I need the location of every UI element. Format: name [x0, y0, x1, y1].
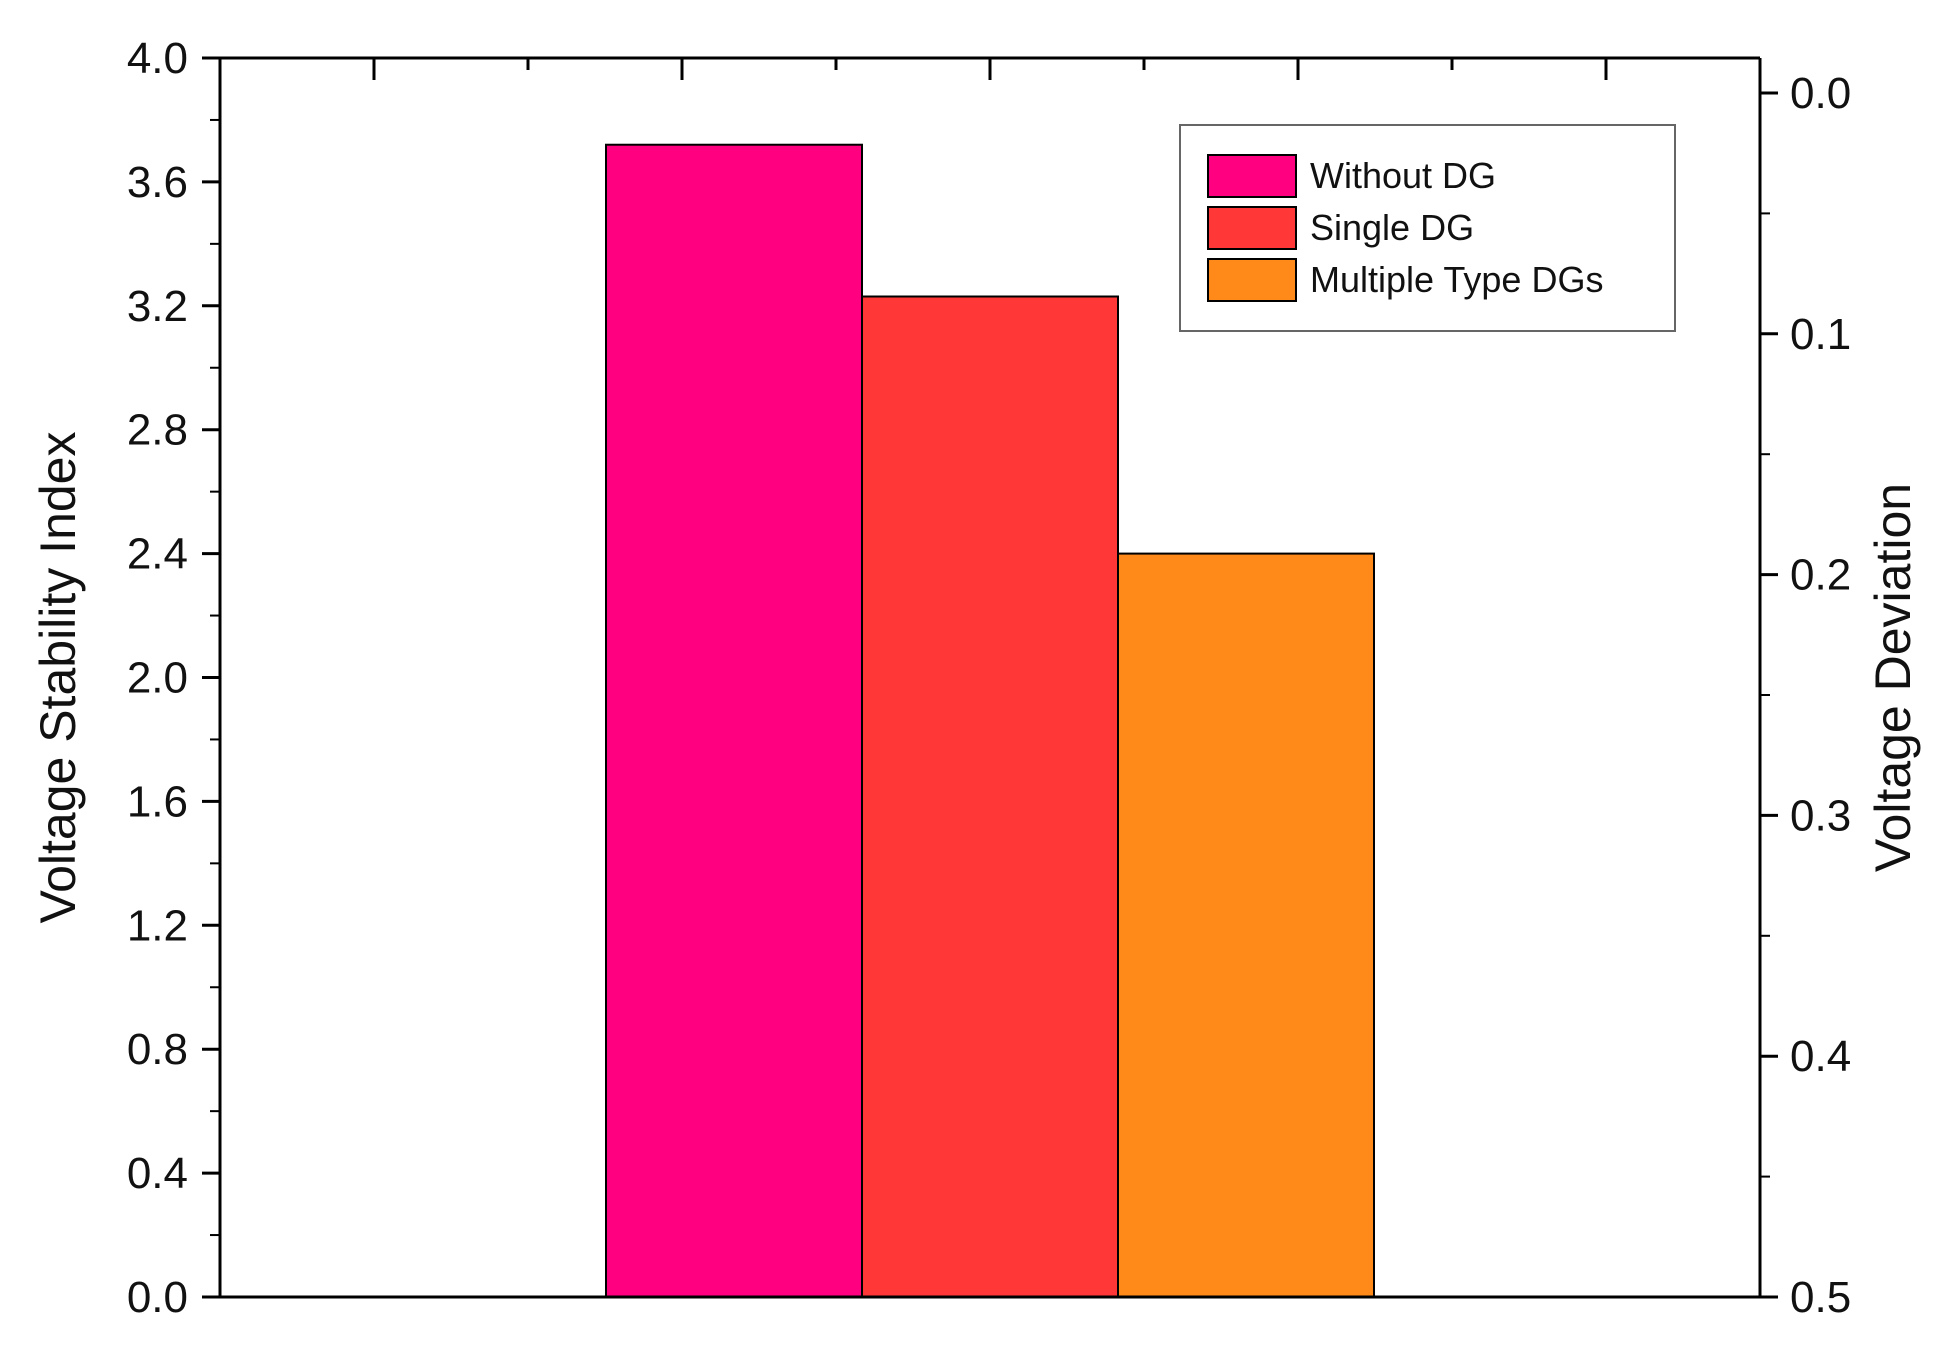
y2-tick-label: 0.3 [1790, 791, 1851, 840]
legend-label: Without DG [1310, 155, 1496, 196]
bar-single-dg [861, 295, 1119, 1298]
legend-swatch [1207, 206, 1297, 250]
y-tick-label: 2.0 [127, 654, 188, 703]
y-tick-label: 0.0 [127, 1273, 188, 1322]
y2-axis-title: Voltage Deviation [1865, 483, 1921, 872]
y2-tick-label: 0.1 [1790, 310, 1851, 359]
legend: Without DG Single DG Multiple Type DGs [1179, 124, 1676, 332]
legend-label: Multiple Type DGs [1310, 259, 1603, 300]
legend-label: Single DG [1310, 207, 1474, 248]
y-axis-title: Voltage Stability Index [30, 432, 86, 924]
y-tick-label: 0.8 [127, 1025, 188, 1074]
y-tick-label: 1.6 [127, 777, 188, 826]
y2-tick-label: 0.0 [1790, 69, 1851, 118]
top-axis-ticks [372, 58, 1608, 80]
y2-tick-label: 0.2 [1790, 551, 1851, 600]
bar-multiple-type-dgs [1117, 552, 1375, 1298]
y-tick-label: 3.6 [127, 158, 188, 207]
y-tick-label: 2.4 [127, 530, 188, 579]
y-tick-label: 1.2 [127, 901, 188, 950]
left-axis-ticks: 0.0 0.4 0.8 1.2 1.6 2.0 2.4 2.8 3.2 3.6 4.0 [127, 34, 220, 1322]
y-tick-label: 3.2 [127, 282, 188, 331]
y-tick-label: 2.8 [127, 406, 188, 455]
legend-swatch [1207, 154, 1297, 198]
y2-tick-label: 0.4 [1790, 1032, 1851, 1081]
y-tick-label: 0.4 [127, 1149, 188, 1198]
y-tick-label: 4.0 [127, 34, 188, 83]
right-axis-ticks: 0.0 0.1 0.2 0.3 0.4 0.5 [1760, 69, 1851, 1322]
y2-tick-label: 0.5 [1790, 1273, 1851, 1322]
bar-without-dg [605, 143, 863, 1299]
bars-group [605, 143, 1375, 1299]
legend-swatch [1207, 258, 1297, 302]
